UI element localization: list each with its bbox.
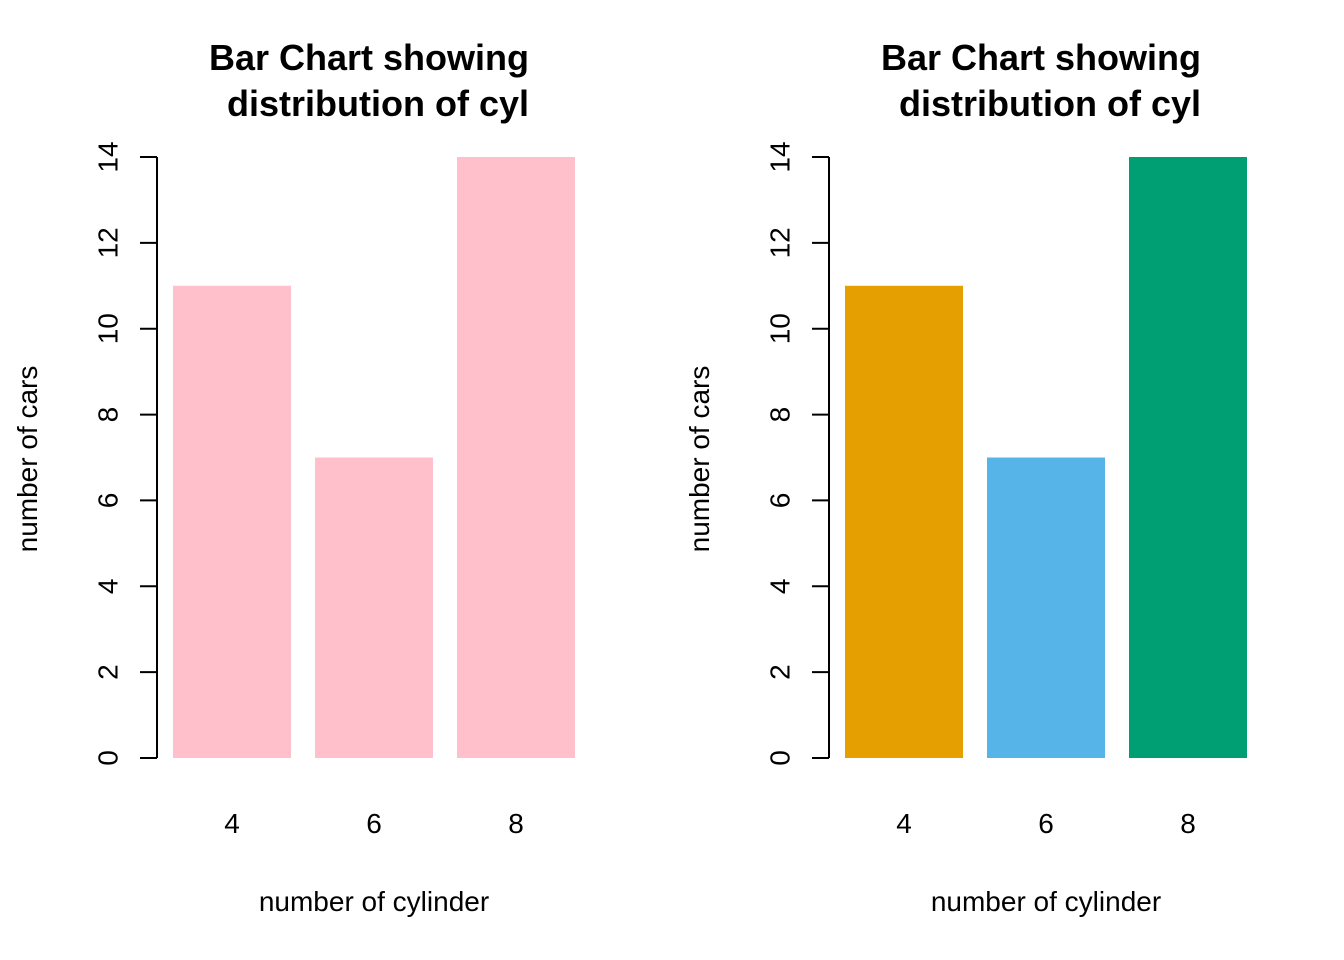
x-axis-label: number of cylinder (931, 886, 1161, 917)
y-tick-label-10: 10 (92, 313, 123, 344)
y-tick-label-4: 4 (92, 578, 123, 594)
y-tick-label-6: 6 (92, 493, 123, 509)
x-tick-label-8: 8 (1180, 808, 1196, 839)
y-tick-label-6: 6 (764, 493, 795, 509)
chart-title-line-2: distribution of cyl (227, 83, 529, 124)
chart-title-line-1: Bar Chart showing (881, 37, 1201, 78)
y-tick-label-14: 14 (92, 141, 123, 172)
chart-title-line-1: Bar Chart showing (209, 37, 529, 78)
bar-8 (457, 157, 575, 758)
y-axis: 0 2 4 6 8 10 12 14 (92, 141, 158, 766)
x-tick-label-6: 6 (1038, 808, 1054, 839)
chart-title-line-2: distribution of cyl (899, 83, 1201, 124)
y-tick-label-8: 8 (92, 407, 123, 423)
x-tick-label-8: 8 (508, 808, 524, 839)
y-axis-label: number of cars (12, 366, 43, 553)
y-tick-label-12: 12 (92, 227, 123, 258)
y-tick-label-10: 10 (764, 313, 795, 344)
chart-panel-right: Bar Chart showing distribution of cyl nu… (684, 37, 1247, 917)
y-tick-label-12: 12 (764, 227, 795, 258)
y-tick-label-0: 0 (764, 750, 795, 766)
bar-6 (987, 457, 1105, 758)
x-axis-label: number of cylinder (259, 886, 489, 917)
y-tick-label-0: 0 (92, 750, 123, 766)
x-tick-label-6: 6 (366, 808, 382, 839)
bar-6 (315, 457, 433, 758)
bar-group (173, 157, 575, 758)
y-tick-label-14: 14 (764, 141, 795, 172)
y-tick-label-2: 2 (764, 664, 795, 680)
bar-4 (173, 285, 291, 758)
y-tick-label-2: 2 (92, 664, 123, 680)
x-tick-label-4: 4 (896, 808, 912, 839)
x-tick-label-4: 4 (224, 808, 240, 839)
bar-group (845, 157, 1247, 758)
chart-panel-left: Bar Chart showing distribution of cyl nu… (12, 37, 575, 917)
y-axis-label: number of cars (684, 366, 715, 553)
x-tick-labels: 4 6 8 (224, 808, 524, 839)
bar-8 (1129, 157, 1247, 758)
x-tick-labels: 4 6 8 (896, 808, 1196, 839)
bar-4 (845, 285, 963, 758)
y-axis: 0 2 4 6 8 10 12 14 (764, 141, 830, 766)
y-tick-label-8: 8 (764, 407, 795, 423)
y-tick-label-4: 4 (764, 578, 795, 594)
